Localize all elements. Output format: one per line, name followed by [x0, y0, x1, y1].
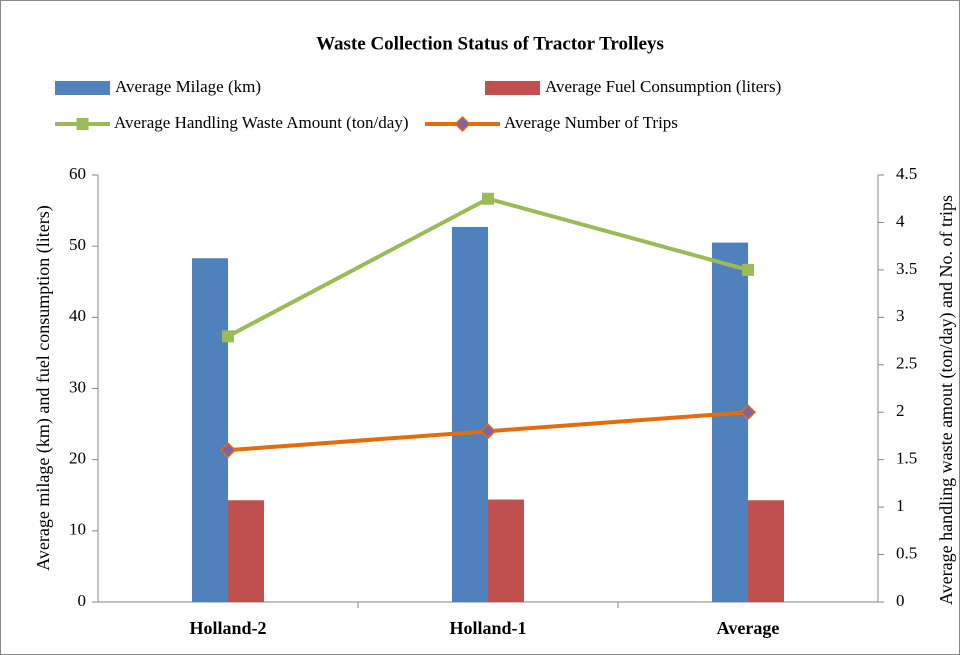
y-tick-label: 60: [69, 164, 86, 183]
legend-label: Average Number of Trips: [504, 113, 678, 132]
y2-tick-label: 2: [896, 401, 905, 420]
line-marker: [482, 192, 494, 205]
x-tick-label: Holland-1: [449, 618, 526, 638]
line-marker: [479, 423, 497, 440]
y-tick-label: 50: [69, 235, 86, 254]
legend-label: Average Handling Waste Amount (ton/day): [114, 113, 409, 132]
y2-tick-label: 0: [896, 591, 905, 610]
line-marker: [219, 442, 237, 459]
y-axis-title: Average milage (km) and fuel consumption…: [33, 205, 54, 571]
y2-tick-label: 1: [896, 496, 905, 515]
y2-tick-label: 0.5: [896, 543, 917, 562]
y2-tick-label: 4.5: [896, 164, 917, 183]
y2-axis-title: Average handling waste amout (ton/day) a…: [936, 195, 957, 605]
chart-title: Waste Collection Status of Tractor Troll…: [316, 33, 664, 54]
bar: [228, 500, 264, 602]
y2-tick-label: 1.5: [896, 449, 917, 468]
y-tick-label: 10: [69, 520, 86, 539]
legend-label: Average Fuel Consumption (liters): [545, 77, 781, 96]
y2-tick-label: 3.5: [896, 259, 917, 278]
legend-label: Average Milage (km): [115, 77, 261, 96]
y2-tick-label: 4: [896, 211, 905, 230]
legend-swatch: [485, 81, 540, 95]
line-marker: [742, 263, 754, 276]
y2-tick-label: 2.5: [896, 354, 917, 373]
y2-tick-label: 3: [896, 306, 905, 325]
bar: [712, 242, 748, 602]
x-tick-label: Holland-2: [189, 618, 266, 638]
line-marker: [739, 404, 757, 421]
legend-swatch: [55, 81, 110, 95]
legend-marker: [76, 118, 89, 130]
y-tick-label: 40: [69, 306, 86, 325]
y-tick-label: 0: [78, 591, 87, 610]
bar: [488, 499, 524, 602]
line-marker: [222, 330, 234, 343]
x-tick-label: Average: [717, 618, 780, 638]
bar: [452, 226, 488, 602]
bar: [192, 258, 228, 602]
legend-marker: [454, 115, 471, 133]
y-tick-label: 20: [69, 449, 86, 468]
y-tick-label: 30: [69, 377, 86, 396]
bar: [748, 500, 784, 602]
